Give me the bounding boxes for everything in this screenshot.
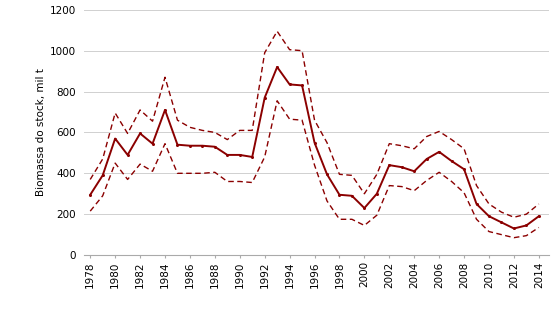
- Y-axis label: Biomassa do stock, mil t: Biomassa do stock, mil t: [36, 68, 46, 197]
